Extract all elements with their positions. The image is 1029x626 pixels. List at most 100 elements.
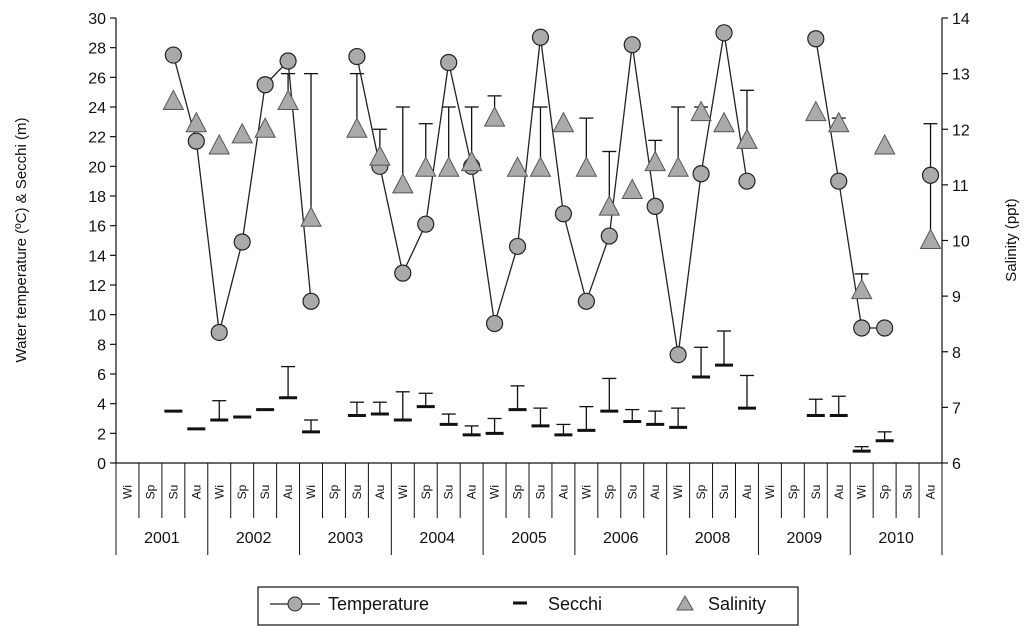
salinity-point xyxy=(690,100,712,122)
salinity-point xyxy=(391,172,414,194)
salinity-point xyxy=(873,133,896,155)
x-tick-label-season: Au xyxy=(373,485,387,500)
y-tick-left-label: 16 xyxy=(88,219,106,236)
legend-secchi-label: Secchi xyxy=(548,594,602,614)
x-tick-label-season: Au xyxy=(924,485,938,500)
x-tick-label-season: Su xyxy=(717,485,731,500)
x-tick-label-season: Au xyxy=(465,485,479,500)
legend-salinity-label: Salinity xyxy=(708,594,766,614)
y-tick-right-label: 14 xyxy=(952,11,970,28)
temperature-point xyxy=(485,314,504,333)
x-tick-label-season: Su xyxy=(809,485,823,500)
temperature-point xyxy=(646,197,664,215)
salinity-point xyxy=(208,133,231,155)
y-tick-right-label: 12 xyxy=(952,122,970,139)
y-tick-left-label: 30 xyxy=(88,11,106,28)
salinity-point xyxy=(552,111,575,133)
salinity-point xyxy=(437,156,460,177)
x-tick-label-year: 2006 xyxy=(603,530,639,547)
salinity-point xyxy=(300,206,322,227)
x-tick-label-year: 2009 xyxy=(787,530,823,547)
x-tick-label-season: Wi xyxy=(212,485,226,499)
x-tick-label-year: 2010 xyxy=(878,530,914,547)
x-tick-label-year: 2005 xyxy=(511,530,547,547)
y-tick-left-label: 2 xyxy=(97,426,106,443)
legend: Temperature Secchi Salinity xyxy=(257,586,799,626)
legend-box xyxy=(257,586,799,626)
temperature-point xyxy=(417,215,435,233)
temperature-point xyxy=(440,53,458,72)
y-axis-left-title: Water temperature (ºC) & Secchi (m) xyxy=(13,118,30,363)
x-tick-label-season: Sp xyxy=(602,484,616,499)
salinity-point xyxy=(919,228,942,249)
salinity-point xyxy=(598,195,621,216)
x-tick-label-season: Sp xyxy=(786,484,800,499)
y-tick-left-label: 28 xyxy=(88,41,106,58)
temperature-point xyxy=(715,24,733,42)
salinity-point xyxy=(736,128,758,149)
x-tick-label-season: Wi xyxy=(763,485,777,499)
y-tick-left-label: 26 xyxy=(88,70,106,87)
salinity-point xyxy=(483,106,506,127)
temperature-point xyxy=(348,47,366,66)
x-tick-label-season: Sp xyxy=(235,484,249,499)
salinity-point xyxy=(804,100,827,122)
temperature-point xyxy=(830,172,848,190)
x-tick-label-season: Sp xyxy=(694,484,708,499)
salinity-point xyxy=(346,117,368,138)
temperature-point xyxy=(692,165,710,183)
x-tick-label-year: 2004 xyxy=(419,530,455,547)
temperature-point xyxy=(669,346,687,364)
temperature-point xyxy=(508,237,527,256)
x-tick-label-season: Au xyxy=(648,485,662,500)
salinity-point xyxy=(185,111,208,133)
salinity-point xyxy=(621,178,644,199)
legend-salinity-marker xyxy=(676,594,694,611)
y-tick-right-label: 13 xyxy=(952,67,970,84)
salinity-point xyxy=(460,150,483,172)
y-tick-left-label: 4 xyxy=(97,397,106,414)
temperature-point xyxy=(921,166,940,184)
y-tick-right-label: 6 xyxy=(952,456,961,473)
x-tick-label-season: Su xyxy=(258,485,272,500)
salinity-point xyxy=(827,111,850,133)
temperature-point xyxy=(302,292,320,310)
x-tick-label-season: Au xyxy=(740,485,754,500)
salinity-point xyxy=(162,89,185,110)
y-tick-left-label: 10 xyxy=(88,308,106,325)
temperature-point xyxy=(577,292,595,310)
y-tick-left-label: 12 xyxy=(88,278,106,295)
salinity-point xyxy=(850,278,873,300)
x-tick-label-season: Wi xyxy=(396,485,410,499)
salinity-point xyxy=(369,144,391,166)
x-tick-label-year: 2001 xyxy=(144,530,180,547)
salinity-point xyxy=(713,111,735,133)
y-tick-right-label: 9 xyxy=(952,289,961,306)
x-tick-label-year: 2002 xyxy=(236,530,272,547)
y-tick-left-label: 22 xyxy=(88,130,106,147)
x-tick-label-season: Su xyxy=(442,485,456,500)
temperature-point xyxy=(807,30,825,48)
x-tick-label-season: Wi xyxy=(579,485,593,499)
x-tick-label-season: Sp xyxy=(878,484,892,499)
temperature-point xyxy=(256,76,274,94)
salinity-point xyxy=(254,117,276,138)
temperature-point xyxy=(187,132,205,150)
salinity-point xyxy=(529,156,552,177)
x-tick-label-season: Su xyxy=(901,485,915,500)
x-tick-label-season: Wi xyxy=(671,485,685,499)
x-tick-label-season: Au xyxy=(189,485,203,500)
x-tick-label-year: 2003 xyxy=(328,530,364,547)
x-tick-label-season: Wi xyxy=(855,485,869,499)
salinity-point xyxy=(231,122,254,144)
temperature-point xyxy=(738,172,756,190)
y-tick-right-label: 10 xyxy=(952,234,970,251)
y-axis-right-title: Salinity (ppt) xyxy=(1003,198,1020,281)
temperature-point xyxy=(210,323,228,342)
x-tick-label-year: 2008 xyxy=(695,530,731,547)
y-tick-left-label: 20 xyxy=(88,159,106,176)
salinity-point xyxy=(506,156,529,177)
temperature-point xyxy=(233,233,251,251)
temperature-point xyxy=(394,264,412,282)
x-tick-label-season: Su xyxy=(166,485,180,500)
